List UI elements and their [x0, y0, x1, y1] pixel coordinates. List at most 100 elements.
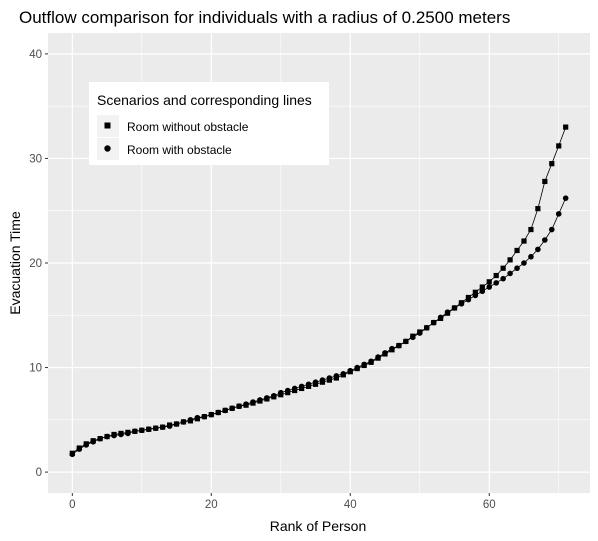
legend-box — [89, 82, 329, 165]
data-point-circle — [451, 305, 458, 311]
data-point-circle — [514, 265, 520, 272]
legend: Scenarios and corresponding lines Room w… — [89, 82, 329, 165]
data-point-circle — [472, 292, 479, 299]
data-point-circle — [347, 367, 354, 374]
data-point-circle — [555, 211, 562, 217]
data-point-circle — [271, 392, 277, 399]
data-point-square — [493, 272, 499, 279]
data-point-circle — [458, 300, 465, 307]
data-point-circle — [159, 424, 166, 430]
data-point-circle — [410, 334, 416, 341]
x-tick-label: 20 — [205, 499, 218, 511]
data-point-circle — [340, 371, 347, 377]
data-point-circle — [389, 345, 395, 352]
data-point-square — [500, 265, 506, 271]
data-point-circle — [97, 435, 103, 442]
data-point-circle — [277, 389, 284, 396]
data-point-circle — [521, 260, 527, 266]
data-point-circle — [535, 246, 541, 253]
data-point-square — [563, 124, 569, 130]
data-point-square — [549, 161, 555, 167]
data-point-circle — [173, 421, 180, 427]
data-point-circle — [500, 275, 506, 282]
data-point-circle — [528, 253, 534, 260]
data-point-circle — [291, 385, 298, 392]
legend-key-circle-icon — [104, 145, 111, 152]
data-point-circle — [145, 426, 152, 433]
data-point-circle — [208, 411, 215, 418]
y-tick-label: 20 — [29, 258, 42, 270]
data-point-circle — [375, 354, 381, 360]
data-point-circle — [465, 296, 472, 303]
data-series — [69, 124, 569, 458]
legend-label-room-without-obstacle: Room without obstacle — [127, 120, 249, 134]
data-point-square — [472, 289, 478, 295]
data-point-circle — [83, 442, 90, 448]
data-point-circle — [229, 405, 235, 412]
data-point-circle — [257, 397, 263, 403]
data-point-circle — [507, 270, 513, 277]
data-point-square — [514, 247, 520, 254]
data-point-circle — [319, 377, 326, 383]
data-point-circle — [104, 433, 110, 440]
legend-key-square-icon — [104, 122, 111, 129]
y-tick-label: 0 — [36, 467, 42, 479]
data-point-square — [556, 143, 562, 149]
data-point-circle — [180, 419, 187, 425]
data-point-circle — [69, 451, 76, 458]
x-tick-label: 60 — [483, 499, 496, 511]
data-point-circle — [396, 342, 402, 349]
data-point-circle — [166, 423, 173, 429]
data-point-square — [542, 178, 548, 185]
data-point-circle — [423, 325, 430, 331]
data-point-circle — [437, 314, 444, 321]
data-point-circle — [479, 288, 486, 295]
data-point-circle — [326, 375, 333, 381]
data-point-circle — [125, 430, 131, 437]
data-point-circle — [284, 387, 291, 394]
data-point-circle — [132, 428, 138, 435]
data-point-circle — [403, 338, 409, 345]
data-point-circle — [493, 280, 499, 286]
x-tick-label: 40 — [344, 499, 357, 511]
data-point-circle — [305, 381, 312, 388]
data-point-square — [479, 284, 485, 290]
y-tick-label: 40 — [29, 49, 42, 61]
axis-ticks: 0 20 40 60 0 10 20 30 40 — [29, 49, 495, 511]
data-point-circle — [486, 284, 493, 290]
data-point-circle — [382, 350, 388, 356]
data-point-circle — [250, 399, 256, 405]
data-point-circle — [354, 364, 361, 371]
data-point-circle — [139, 427, 145, 434]
data-point-circle — [298, 383, 305, 390]
data-point-circle — [201, 413, 208, 420]
data-point-circle — [76, 446, 83, 452]
data-point-circle — [312, 379, 319, 385]
data-point-circle — [562, 195, 569, 201]
legend-title: Scenarios and corresponding lines — [97, 92, 312, 108]
x-tick-label: 0 — [69, 499, 75, 511]
data-point-circle — [542, 237, 548, 243]
data-point-circle — [194, 414, 201, 421]
data-point-circle — [152, 425, 159, 431]
data-point-circle — [444, 309, 451, 315]
y-axis-title: Evacuation Time — [7, 211, 23, 315]
data-point-circle — [243, 401, 249, 407]
data-point-circle — [548, 226, 555, 233]
data-point-circle — [368, 358, 374, 365]
data-point-circle — [333, 373, 340, 379]
data-point-square — [521, 238, 527, 244]
legend-label-room-with-obstacle: Room with obstacle — [127, 143, 232, 157]
data-point-square — [528, 226, 534, 233]
data-point-circle — [215, 409, 222, 416]
data-point-circle — [90, 438, 96, 445]
data-point-circle — [236, 403, 242, 410]
data-point-circle — [264, 395, 270, 401]
chart-title: Outflow comparison for individuals with … — [19, 8, 510, 27]
data-point-circle — [187, 417, 194, 423]
data-point-circle — [222, 407, 228, 414]
x-axis-title: Rank of Person — [270, 518, 367, 534]
y-tick-label: 30 — [29, 153, 42, 165]
